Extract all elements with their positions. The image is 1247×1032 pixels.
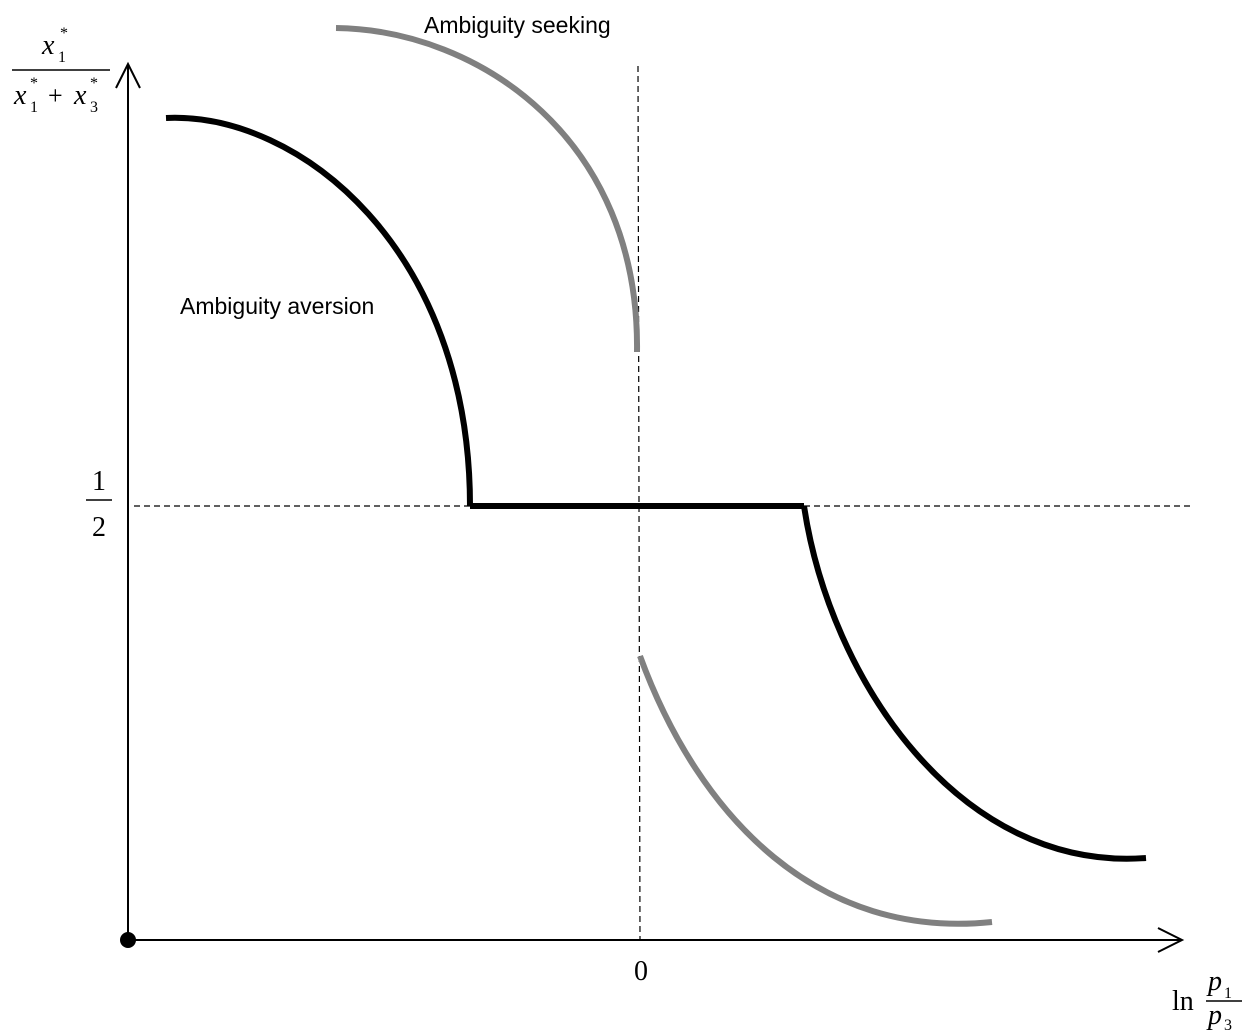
reference-lines bbox=[134, 65, 1192, 941]
y-label-numerator: x bbox=[41, 30, 55, 61]
y-label-numerator-sup: * bbox=[60, 25, 68, 42]
y-label-denominator-b-sup: * bbox=[90, 75, 98, 92]
x-label-p-top-sub: 1 bbox=[1224, 985, 1232, 1002]
ambiguity-aversion-curve bbox=[165, 114, 1147, 862]
origin-dot bbox=[120, 932, 136, 948]
axes bbox=[115, 61, 1185, 953]
y-label-numerator-sub: 1 bbox=[58, 49, 66, 66]
y-label-denominator-b: x bbox=[73, 80, 87, 111]
aversion-curve-lower bbox=[801, 505, 1147, 862]
x-label-ln: ln bbox=[1172, 986, 1194, 1017]
y-label-denominator-a: x bbox=[13, 80, 27, 111]
zero-tick-label: 0 bbox=[634, 956, 648, 987]
x-label-p-bottom-sub: 3 bbox=[1224, 1017, 1232, 1032]
x-axis-label: ln p 1 p 3 bbox=[1172, 966, 1242, 1032]
seeking-curve-upper bbox=[335, 25, 641, 353]
x-label-p-top: p bbox=[1206, 966, 1222, 997]
half-tick-label: 1 2 bbox=[86, 466, 112, 543]
seeking-curve-lower bbox=[637, 654, 993, 927]
ambiguity-seeking-label: Ambiguity seeking bbox=[424, 12, 611, 38]
y-label-denominator-b-sub: 3 bbox=[90, 99, 98, 116]
ambiguity-aversion-label: Ambiguity aversion bbox=[180, 293, 374, 319]
y-label-plus: + bbox=[48, 81, 63, 110]
half-tick-numerator: 1 bbox=[92, 466, 106, 497]
zero-vertical-dashed-line bbox=[637, 65, 641, 941]
aversion-curve-upper bbox=[165, 114, 473, 507]
x-label-p-bottom: p bbox=[1206, 1000, 1222, 1031]
y-label-denominator-a-sup: * bbox=[30, 75, 38, 92]
y-label-denominator-a-sub: 1 bbox=[30, 99, 38, 116]
x-axis-arrowhead bbox=[1157, 927, 1185, 953]
half-tick-denominator: 2 bbox=[92, 512, 106, 543]
y-axis-label: x * 1 x * 1 + x * 3 bbox=[12, 25, 110, 116]
y-axis-arrowhead bbox=[115, 61, 141, 89]
ambiguity-seeking-curves bbox=[335, 25, 993, 927]
